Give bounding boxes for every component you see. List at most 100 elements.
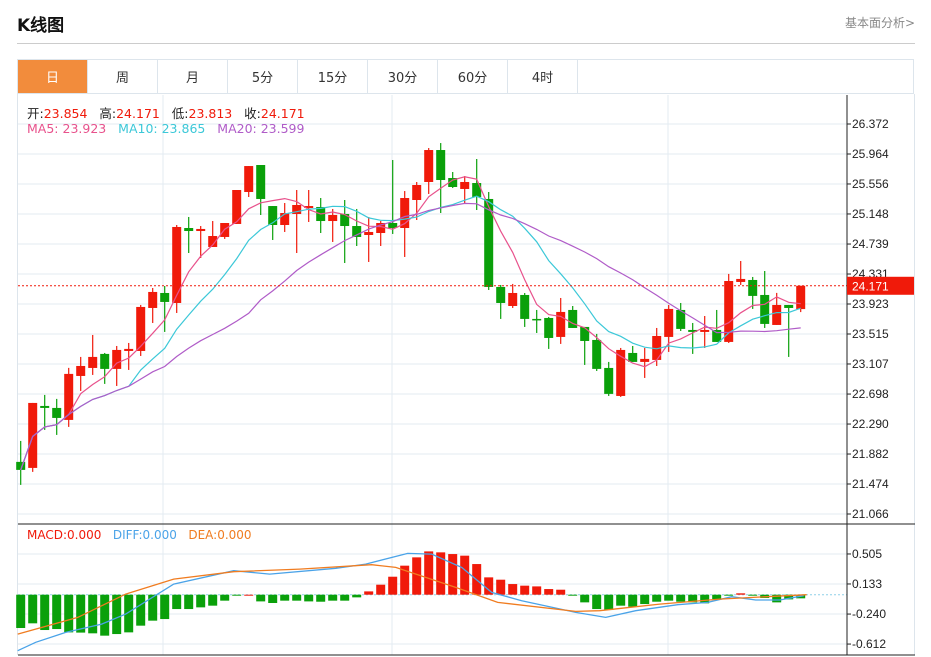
tab-day[interactable]: 日: [18, 60, 88, 93]
y-tick-label: 24.739: [852, 237, 889, 251]
dea-line: [17, 564, 807, 635]
macd-bar: [364, 591, 374, 595]
candle-down: [568, 309, 578, 328]
candle-up: [328, 214, 338, 222]
candle-down: [40, 405, 50, 408]
y-tick-label: 23.515: [852, 327, 889, 341]
ma10-value: 23.865: [161, 121, 206, 136]
candle-up: [556, 311, 566, 337]
candle-down: [760, 294, 770, 324]
macd-bar: [172, 594, 182, 610]
y-tick-label: 25.964: [852, 147, 889, 161]
ma5-value: 23.923: [62, 121, 107, 136]
ma20-line: [20, 202, 801, 471]
candle-up: [424, 150, 434, 182]
macd-bar: [76, 594, 86, 633]
macd-bar: [148, 594, 158, 621]
ma10-label: MA10:: [118, 121, 158, 136]
ohlc-info: 开:23.854 高:24.171 低:23.813 收:24.171: [27, 103, 305, 122]
macd-bar: [124, 594, 134, 633]
high-label: 高:: [99, 106, 117, 121]
macd-bar: [424, 551, 434, 595]
candle-down: [520, 294, 530, 319]
macd-bar: [280, 594, 290, 601]
dea-value: DEA:0.000: [188, 528, 252, 542]
macd-bar: [100, 594, 110, 636]
fundamental-analysis-link[interactable]: 基本面分析>: [844, 16, 915, 30]
macd-bar: [64, 594, 74, 633]
tab-30min[interactable]: 30分: [368, 60, 438, 93]
macd-tick-label: -0.240: [852, 607, 886, 621]
macd-bar: [232, 594, 242, 596]
candle-down: [340, 213, 350, 227]
tab-month[interactable]: 月: [158, 60, 228, 93]
tab-5min[interactable]: 5分: [228, 60, 298, 93]
tab-15min[interactable]: 15分: [298, 60, 368, 93]
macd-bar: [292, 594, 302, 601]
candle-down: [16, 461, 26, 470]
candle-down: [388, 223, 398, 229]
candle-up: [364, 231, 374, 235]
close-value: 24.171: [260, 106, 305, 121]
macd-panel: [16, 551, 847, 652]
macd-bar: [508, 584, 518, 595]
low-value: 23.813: [188, 106, 233, 121]
macd-bar: [244, 594, 254, 596]
candle-down: [256, 165, 266, 199]
macd-bar: [736, 593, 746, 595]
macd-bar: [448, 554, 458, 595]
candle-down: [268, 206, 278, 225]
candle-down: [532, 318, 542, 321]
macd-bar: [772, 594, 782, 603]
candle-down: [472, 183, 482, 197]
y-tick-label: 21.882: [852, 447, 889, 461]
candle-down: [352, 226, 362, 237]
macd-bar: [196, 594, 206, 608]
candle-up: [664, 308, 674, 337]
macd-bar: [520, 585, 530, 595]
macd-bar: [184, 594, 194, 610]
macd-bar: [556, 589, 566, 595]
ma20-label: MA20:: [217, 121, 257, 136]
candle-up: [412, 185, 422, 201]
y-tick-label: 26.372: [852, 117, 889, 131]
macd-bar: [112, 594, 122, 635]
y-tick-label: 22.290: [852, 417, 889, 431]
candle-down: [436, 150, 446, 181]
candle-down: [160, 292, 170, 302]
macd-bar: [88, 594, 98, 634]
macd-bar: [784, 594, 794, 600]
tab-4hour[interactable]: 4时: [508, 60, 578, 93]
macd-bar: [700, 594, 710, 604]
y-tick-label: 22.698: [852, 387, 889, 401]
macd-bar: [616, 594, 626, 606]
macd-bar: [316, 594, 326, 602]
macd-bar: [304, 594, 314, 602]
candle-up: [280, 213, 290, 225]
tab-60min[interactable]: 60分: [438, 60, 508, 93]
macd-value: MACD:0.000: [27, 528, 102, 542]
candle-up: [652, 335, 662, 360]
candle-up: [400, 198, 410, 229]
macd-info: MACD:0.000 DIFF:0.000 DEA:0.000: [27, 528, 252, 542]
macd-bar: [712, 594, 722, 600]
candle-down: [484, 198, 494, 287]
page-title: K线图: [17, 16, 65, 36]
macd-bar: [664, 594, 674, 601]
candle-down: [592, 339, 602, 369]
macd-bar: [436, 552, 446, 595]
macd-bar: [352, 594, 362, 598]
tab-week[interactable]: 周: [88, 60, 158, 93]
macd-bar: [460, 555, 470, 595]
candle-up: [796, 285, 806, 310]
candle-down: [448, 178, 458, 187]
macd-bar: [580, 594, 590, 603]
close-label: 收:: [244, 106, 261, 121]
open-label: 开:: [27, 106, 44, 121]
macd-bar: [688, 594, 698, 603]
macd-bar: [376, 584, 386, 595]
macd-tick-label: 0.133: [852, 577, 882, 591]
candle-up: [136, 306, 146, 351]
candles: [16, 143, 806, 485]
